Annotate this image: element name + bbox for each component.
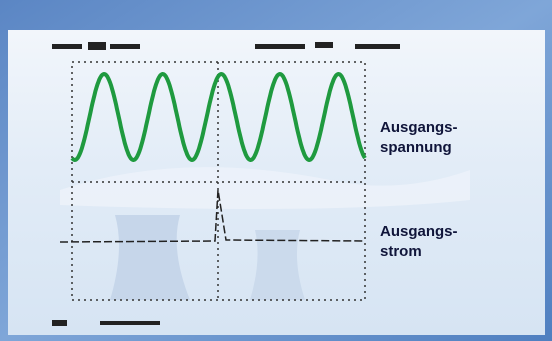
page: Ausgangs-spannung Ausgangs-strom (() => … (0, 0, 552, 341)
scope-illustration: Ausgangs-spannung Ausgangs-strom (0, 0, 552, 341)
